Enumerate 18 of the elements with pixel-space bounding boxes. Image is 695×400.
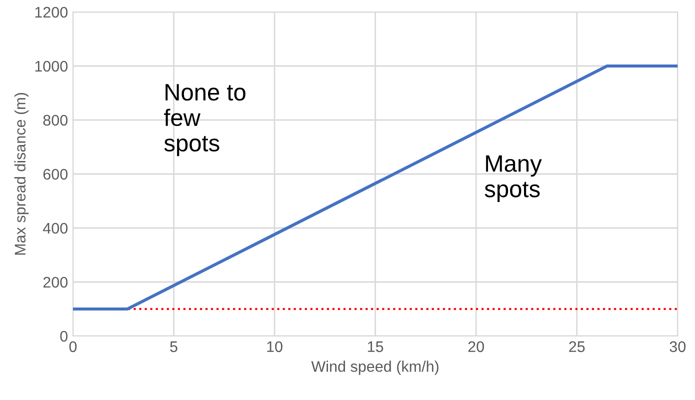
annotation: None to few spots xyxy=(164,84,246,156)
y-tick-label: 800 xyxy=(43,114,68,126)
y-tick-label: 600 xyxy=(43,168,68,180)
x-tick-label: 20 xyxy=(468,341,484,352)
y-tick-label: 400 xyxy=(42,222,68,234)
annotation: Many spots xyxy=(484,155,542,202)
y-tick-label: 0 xyxy=(60,330,68,342)
x-tick-label: 10 xyxy=(267,341,282,352)
x-tick-label: 0 xyxy=(69,341,77,352)
y-axis-title: Max spread disance (m) xyxy=(14,93,29,255)
y-tick-label: 1000 xyxy=(35,60,68,72)
x-tick-label: 5 xyxy=(170,341,178,352)
x-axis-title: Wind speed (km/h) xyxy=(311,360,438,375)
x-tick-label: 25 xyxy=(569,341,585,352)
x-tick-label: 30 xyxy=(670,341,686,352)
x-tick-label: 15 xyxy=(368,341,384,352)
y-tick-label: 1200 xyxy=(35,6,68,18)
y-tick-label: 200 xyxy=(43,276,68,288)
